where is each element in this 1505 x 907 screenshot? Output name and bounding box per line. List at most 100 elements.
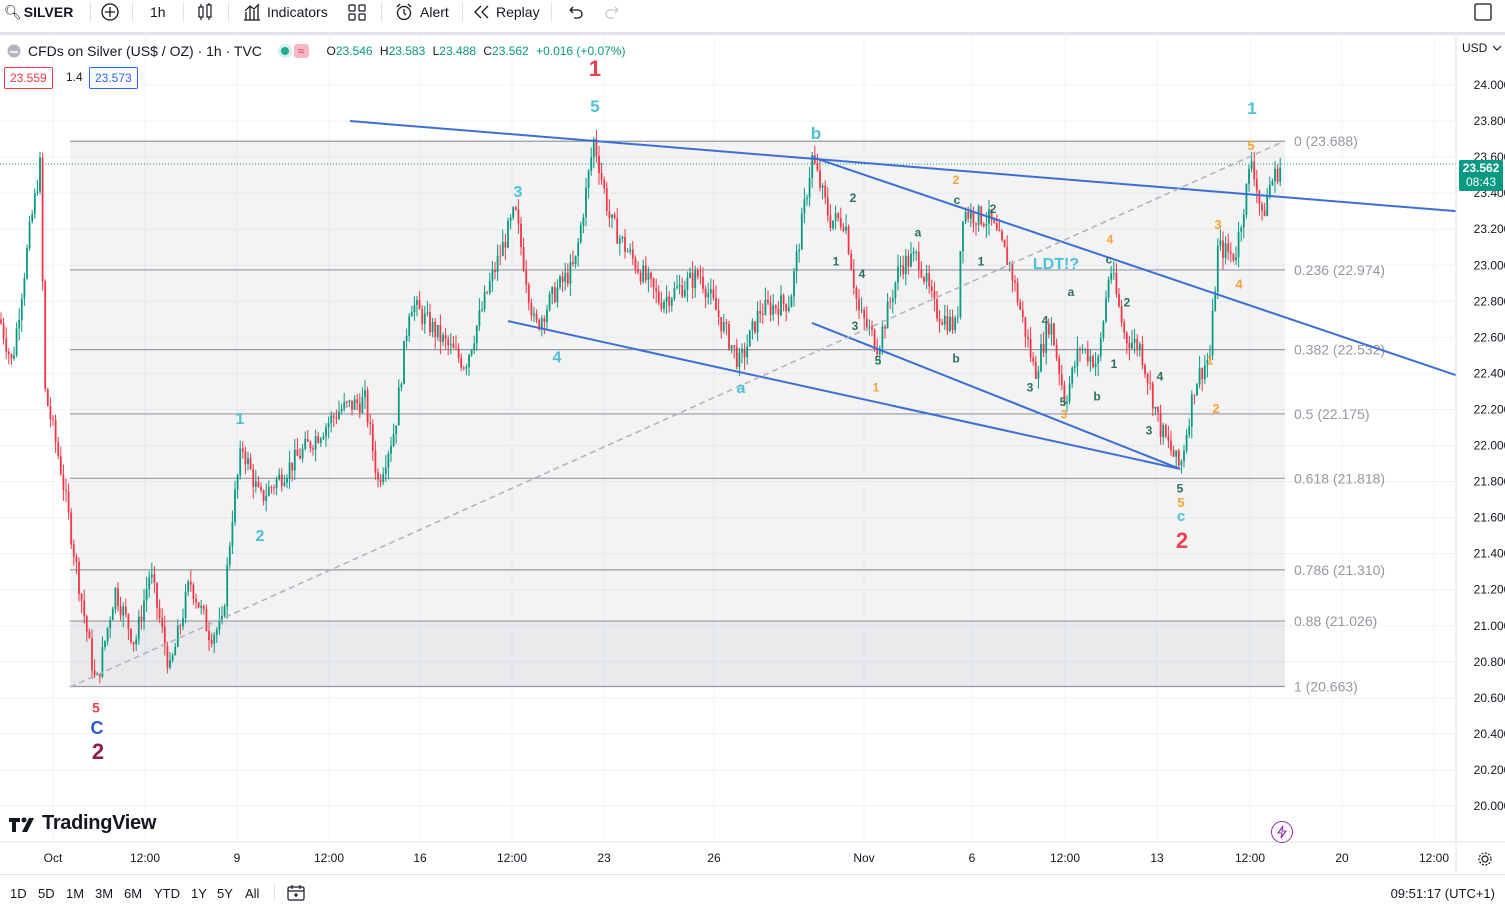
candle-body bbox=[982, 224, 985, 226]
trendline[interactable] bbox=[507, 320, 1181, 470]
redo-button[interactable] bbox=[603, 0, 623, 24]
fib-level-label: 0.5 (22.175) bbox=[1294, 406, 1370, 422]
candle-body bbox=[478, 310, 481, 326]
candle-body bbox=[707, 293, 710, 298]
candle-body bbox=[1229, 251, 1232, 254]
candle-body bbox=[1216, 245, 1219, 292]
candle-body bbox=[767, 299, 769, 303]
divider bbox=[381, 2, 382, 22]
indicators-button[interactable]: Indicators bbox=[242, 0, 328, 24]
timeframe-1m[interactable]: 1M bbox=[66, 886, 85, 901]
alert-button[interactable]: Alert bbox=[394, 0, 449, 24]
candle-body bbox=[517, 209, 520, 224]
candle-body bbox=[314, 436, 317, 450]
candle-body bbox=[1136, 338, 1139, 350]
timeframe-all[interactable]: All bbox=[245, 886, 260, 901]
candle-body bbox=[434, 322, 437, 337]
wave-label: 1 bbox=[1247, 99, 1256, 118]
candle-body bbox=[546, 309, 548, 323]
undo-button[interactable] bbox=[565, 0, 585, 24]
candle-body bbox=[70, 512, 73, 545]
square-icon bbox=[1474, 3, 1492, 21]
sell-price-box[interactable]: 23.559 bbox=[4, 67, 53, 89]
candle-body bbox=[722, 322, 725, 332]
trendlines[interactable] bbox=[0, 120, 1457, 688]
wave-label: 4 bbox=[1235, 277, 1243, 292]
candle-body bbox=[1019, 302, 1022, 310]
currency-selector[interactable]: USD bbox=[1462, 41, 1503, 55]
fibonacci-retracement[interactable]: 0 (23.688) 0.236 (22.974) 0.382 (22.532) 0.… bbox=[70, 133, 1385, 694]
lightning-button[interactable] bbox=[1271, 821, 1293, 843]
layout-grid-icon bbox=[348, 4, 366, 21]
interval-button[interactable]: 1h bbox=[150, 0, 166, 24]
candle-body bbox=[683, 289, 686, 297]
trendline[interactable] bbox=[811, 156, 1457, 377]
fullscreen-button[interactable] bbox=[1473, 0, 1493, 24]
chart-type-button[interactable] bbox=[196, 0, 214, 24]
candle-body bbox=[1001, 231, 1003, 240]
candle-body bbox=[247, 458, 249, 464]
fib-level-label: 0.618 (21.818) bbox=[1294, 470, 1385, 486]
candle-body bbox=[291, 462, 294, 471]
wave-label: c bbox=[1177, 508, 1185, 525]
trendline[interactable] bbox=[349, 120, 1457, 213]
candle-body bbox=[665, 296, 668, 302]
candle-body bbox=[1224, 243, 1227, 259]
wave-label: 4 bbox=[859, 267, 866, 281]
wave-labels: 5C2123415baLDT!?214351ab2c214353ab14c243… bbox=[91, 56, 1257, 764]
wave-label: 2 bbox=[1212, 401, 1219, 416]
gear-icon[interactable] bbox=[1477, 851, 1493, 867]
tradingview-logo[interactable]: TradingView bbox=[8, 812, 156, 835]
timeframe-1y[interactable]: 1Y bbox=[191, 886, 207, 901]
candle-body bbox=[31, 214, 34, 222]
time-tick-label: Nov bbox=[853, 851, 874, 865]
candle-body bbox=[1185, 434, 1188, 451]
candle-body bbox=[1066, 401, 1068, 404]
timeframe-5d[interactable]: 5D bbox=[38, 886, 55, 901]
price-tick-label: 21.800 bbox=[1474, 475, 1505, 489]
symbol-title[interactable]: CFDs on Silver (US$ / OZ) · 1h · TVC bbox=[28, 43, 262, 59]
candle-body bbox=[1138, 344, 1141, 350]
candle-body bbox=[1003, 239, 1006, 248]
candle-body bbox=[1006, 247, 1009, 265]
timeframe-ytd[interactable]: YTD bbox=[154, 886, 180, 901]
candle-body bbox=[772, 305, 775, 315]
candle-body bbox=[267, 487, 270, 496]
timeframe-1d[interactable]: 1D bbox=[10, 886, 27, 901]
candle-body bbox=[998, 229, 1001, 232]
candle-body bbox=[616, 218, 619, 244]
candle-body bbox=[1144, 364, 1146, 375]
candle-body bbox=[80, 594, 83, 601]
candle-body bbox=[1047, 323, 1050, 335]
candle-body bbox=[236, 475, 239, 490]
candle-body bbox=[1120, 306, 1123, 323]
time-axis[interactable]: Oct 12:00 9 12:00 16 12:00 23 26 Nov 6 12:00 13 12:0… bbox=[0, 841, 1505, 865]
divider bbox=[228, 2, 229, 22]
candle-body bbox=[488, 280, 491, 293]
price-tick-label: 22.800 bbox=[1474, 294, 1505, 308]
replay-button[interactable]: Replay bbox=[473, 0, 540, 24]
timeframe-3m[interactable]: 3M bbox=[95, 886, 114, 901]
market-status-icon bbox=[7, 44, 21, 58]
timeframe-5y[interactable]: 5Y bbox=[217, 886, 233, 901]
compare-button[interactable] bbox=[100, 0, 120, 24]
candle-body bbox=[189, 581, 192, 585]
clock-display[interactable]: 09:51:17 (UTC+1) bbox=[1390, 886, 1495, 901]
calendar-range-icon[interactable] bbox=[286, 883, 306, 903]
rewind-icon bbox=[474, 5, 489, 19]
trendline[interactable] bbox=[811, 322, 1181, 470]
candle-body bbox=[1131, 342, 1133, 349]
templates-button[interactable] bbox=[347, 0, 367, 24]
candle-body bbox=[566, 272, 569, 284]
candle-body bbox=[600, 173, 603, 180]
candle-body bbox=[1235, 257, 1237, 261]
symbol-search[interactable]: 🔍︎ SILVER bbox=[4, 0, 73, 24]
candle-body bbox=[1175, 450, 1178, 457]
candle-body bbox=[187, 581, 190, 592]
buy-price-box[interactable]: 23.573 bbox=[89, 67, 138, 89]
timeframe-6m[interactable]: 6M bbox=[124, 886, 143, 901]
price-tick-label: 22.400 bbox=[1474, 366, 1505, 380]
fib-trend-line[interactable] bbox=[69, 140, 1286, 688]
candle-body bbox=[1209, 355, 1211, 361]
